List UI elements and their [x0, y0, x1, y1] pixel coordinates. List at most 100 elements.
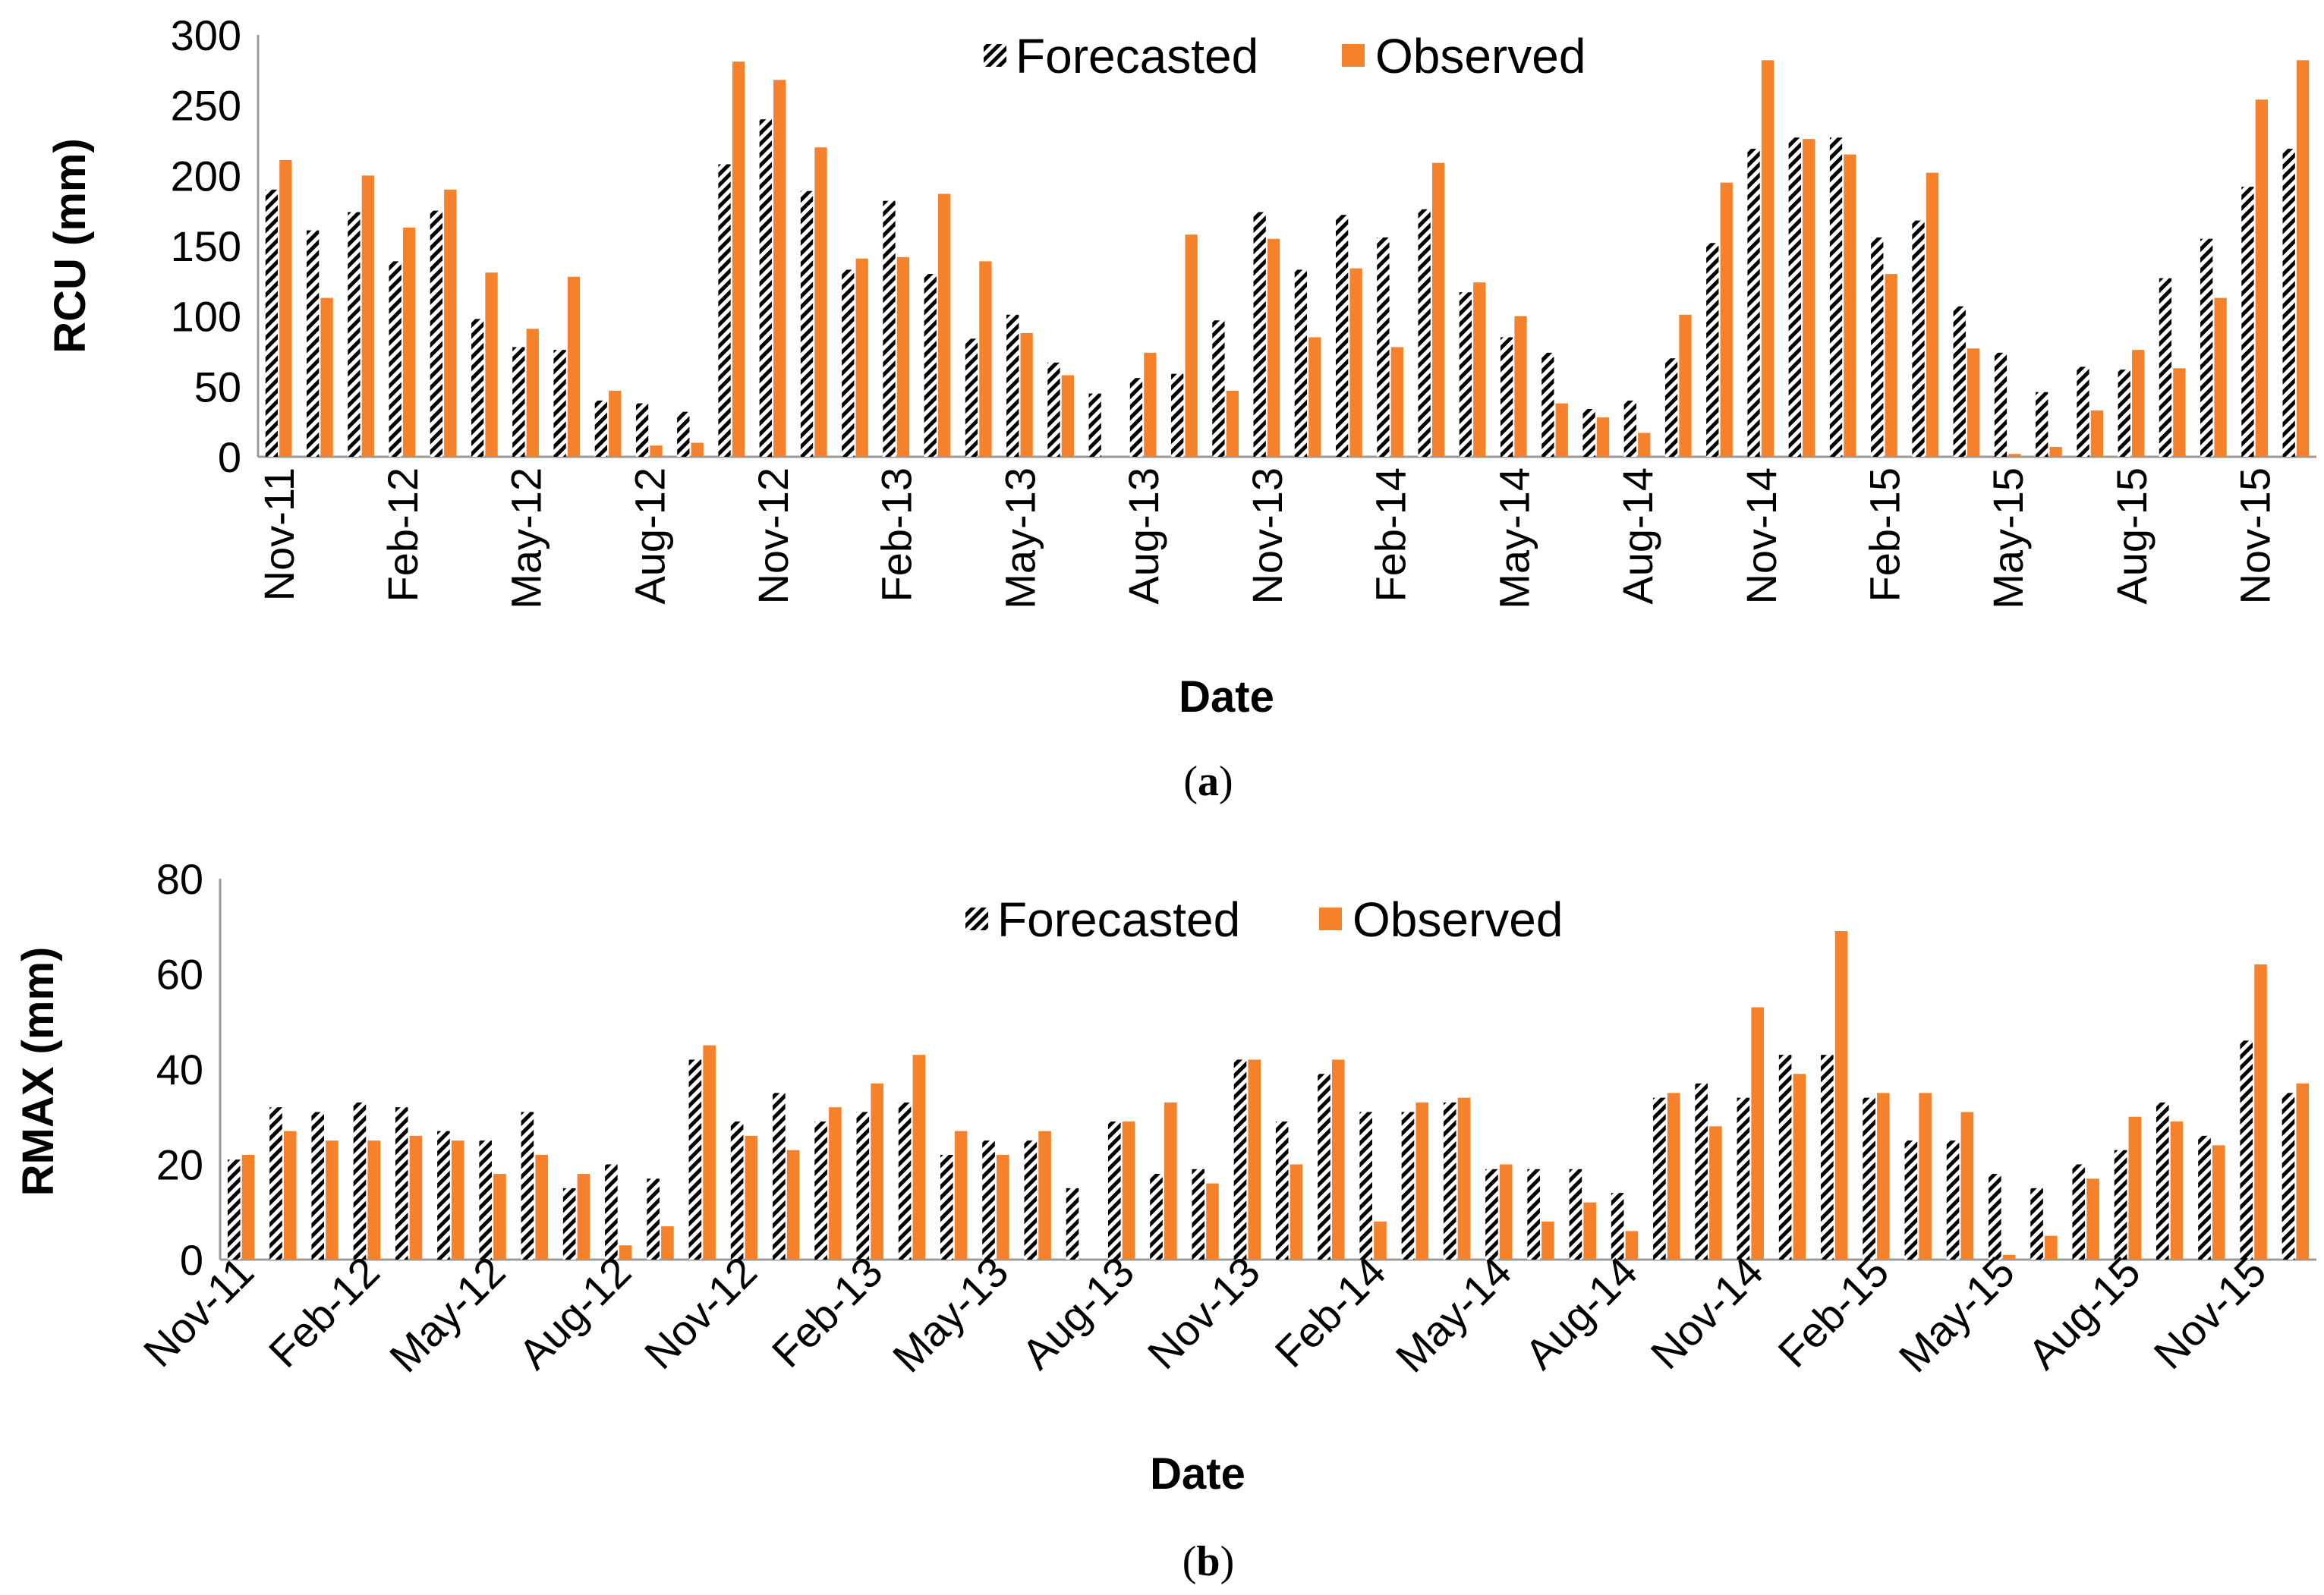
- chart-a-bar-observed: [938, 193, 951, 457]
- chart-b-bar-forecasted: [521, 1112, 534, 1260]
- chart-a-x-tick-label: Nov-12: [749, 467, 797, 605]
- chart-b-bar-forecasted: [856, 1112, 870, 1260]
- chart-a-bar-forecasted: [842, 269, 855, 457]
- chart-b-legend-forecasted-label: Forecasted: [997, 892, 1240, 947]
- chart-a-y-tick-label: 100: [171, 293, 241, 341]
- chart-a-bar-observed: [1885, 274, 1897, 457]
- chart-b-bar-forecasted: [982, 1140, 995, 1260]
- chart-b-bar-observed: [661, 1226, 674, 1260]
- chart-b-bar-forecasted: [605, 1164, 618, 1260]
- chart-b-bar-observed: [1625, 1231, 1639, 1260]
- chart-b-caption: (b): [1182, 1538, 1234, 1585]
- chart-a-bar-observed: [2173, 368, 2186, 457]
- chart-b-bar-observed: [2296, 1083, 2310, 1260]
- chart-a-bar-observed: [896, 256, 910, 457]
- chart-a-bar-forecasted: [1541, 352, 1554, 457]
- chart-a-bar-observed: [567, 276, 581, 457]
- chart-b-bar-observed: [1164, 1102, 1177, 1260]
- chart-b-x-tick-label: May-15: [1890, 1247, 2024, 1382]
- chart-b-bar-forecasted: [562, 1188, 576, 1260]
- chart-b-bar-forecasted: [2240, 1040, 2253, 1260]
- chart-a-bar-forecasted: [512, 347, 525, 457]
- chart-b-bar-forecasted: [1275, 1122, 1289, 1260]
- chart-b-bar-forecasted: [1401, 1112, 1415, 1260]
- chart-b-x-tick-label: Nov-13: [1138, 1247, 1269, 1378]
- chart-b-bar-observed: [1206, 1183, 1219, 1260]
- chart-b-bar-forecasted: [1863, 1097, 1875, 1260]
- chart-a-x-tick-label: May-12: [502, 467, 550, 609]
- chart-b-y-tick-label: 40: [156, 1046, 203, 1093]
- chart-a-bar-observed: [2255, 99, 2268, 457]
- chart-a-bar-observed: [1514, 316, 1527, 457]
- chart-a-x-tick-label: May-13: [996, 467, 1044, 609]
- chart-a-bar-forecasted: [1336, 215, 1349, 457]
- chart-b-bar-observed: [1331, 1059, 1345, 1260]
- chart-a-bar-observed: [2008, 454, 2021, 457]
- chart-b-bar-observed: [2128, 1116, 2142, 1260]
- chart-a-bar-observed: [1803, 139, 1815, 457]
- chart-b-bar-forecasted: [269, 1107, 282, 1260]
- chart-a-bar-forecasted: [1047, 362, 1060, 457]
- chart-b-bar-forecasted: [1778, 1055, 1792, 1260]
- chart-b-bar-observed: [367, 1140, 381, 1260]
- chart-a-bar-forecasted: [635, 403, 649, 457]
- chart-a-x-tick-label: Aug-13: [1119, 467, 1167, 605]
- chart-a-bar-observed: [1390, 347, 1403, 457]
- chart-a-bar-forecasted: [883, 200, 896, 457]
- chart-a-bar-observed: [773, 80, 786, 457]
- chart-b-y-ticks: 0 20 40 60 80: [156, 855, 203, 1284]
- chart-a-bar-observed: [485, 272, 498, 457]
- chart-a-bar-observed: [1308, 337, 1321, 457]
- chart-a-bar-observed: [1267, 238, 1280, 457]
- chart-b-bar-forecasted: [730, 1122, 744, 1260]
- chart-a-bar-observed: [855, 258, 868, 457]
- chart-a-bar-forecasted: [1582, 408, 1595, 457]
- chart-b-bar-forecasted: [2030, 1188, 2043, 1260]
- chart-a-bar-forecasted: [965, 338, 978, 457]
- chart-a-bar-forecasted: [1829, 137, 1843, 457]
- chart-b-x-tick-label: Nov-14: [1642, 1247, 1772, 1378]
- chart-b-x-tick-label: May-13: [883, 1247, 1018, 1382]
- chart-b-y-tick-label: 80: [156, 855, 203, 903]
- chart-b-bar-forecasted: [2281, 1093, 2295, 1260]
- chart-a-y-ticks: 0 50 100 150 200 250 300: [171, 11, 241, 481]
- chart-a-bar-forecasted: [1006, 314, 1019, 457]
- chart-b-bar-observed: [1457, 1097, 1471, 1260]
- chart-a-bar-forecasted: [2159, 278, 2172, 457]
- chart-b-legend-observed-label: Observed: [1353, 892, 1563, 947]
- chart-a-y-tick-label: 250: [171, 82, 241, 130]
- chart-a-bar-forecasted: [1912, 220, 1925, 457]
- chart-b-bar-forecasted: [1150, 1174, 1163, 1260]
- chart-b-x-tick-label: Aug-13: [1012, 1247, 1143, 1378]
- chart-a-x-tick-label: Feb-12: [379, 467, 427, 602]
- chart-b-bar-observed: [1583, 1202, 1596, 1260]
- chart-a-bar-forecasted: [1294, 269, 1308, 457]
- chart-a-bar-observed: [1555, 403, 1568, 457]
- chart-b-y-tick-label: 0: [180, 1236, 203, 1284]
- chart-a-bar-observed: [1144, 352, 1157, 457]
- chart-b-bar-observed: [954, 1131, 968, 1260]
- chart-b-bar-forecasted: [1443, 1102, 1456, 1260]
- chart-b-x-tick-label: Feb-13: [763, 1247, 892, 1376]
- chart-a-bar-forecasted: [265, 189, 279, 457]
- chart-a-bar-forecasted: [1088, 393, 1101, 457]
- chart-a-bar-forecasted: [2282, 149, 2295, 457]
- chart-a-bar-observed: [1720, 182, 1733, 457]
- chart-a-bar-forecasted: [1418, 209, 1431, 457]
- chart-b-bars: [227, 931, 2310, 1260]
- chart-a-bar-forecasted: [1664, 358, 1678, 457]
- chart-b-y-axis-title: RMAX (mm): [14, 947, 63, 1197]
- chart-a-bar-forecasted: [1953, 306, 1966, 457]
- chart-b-bar-observed: [409, 1135, 423, 1260]
- chart-a-legend: Forecasted Observed: [984, 29, 1586, 83]
- chart-b-bar-observed: [1793, 1074, 1806, 1260]
- chart-b-bar-forecasted: [1946, 1140, 1960, 1260]
- chart-a-x-tick-label: Nov-11: [255, 467, 303, 601]
- chart-b-x-tick-label: May-12: [380, 1247, 515, 1382]
- chart-a-bar-forecasted: [1253, 212, 1266, 457]
- chart-b-bar-observed: [2086, 1178, 2099, 1260]
- chart-a-x-tick-label: Nov-13: [1243, 467, 1291, 605]
- chart-a-bar-observed: [279, 159, 292, 458]
- chart-a-bar-forecasted: [553, 350, 566, 457]
- chart-b-bar-observed: [241, 1154, 255, 1260]
